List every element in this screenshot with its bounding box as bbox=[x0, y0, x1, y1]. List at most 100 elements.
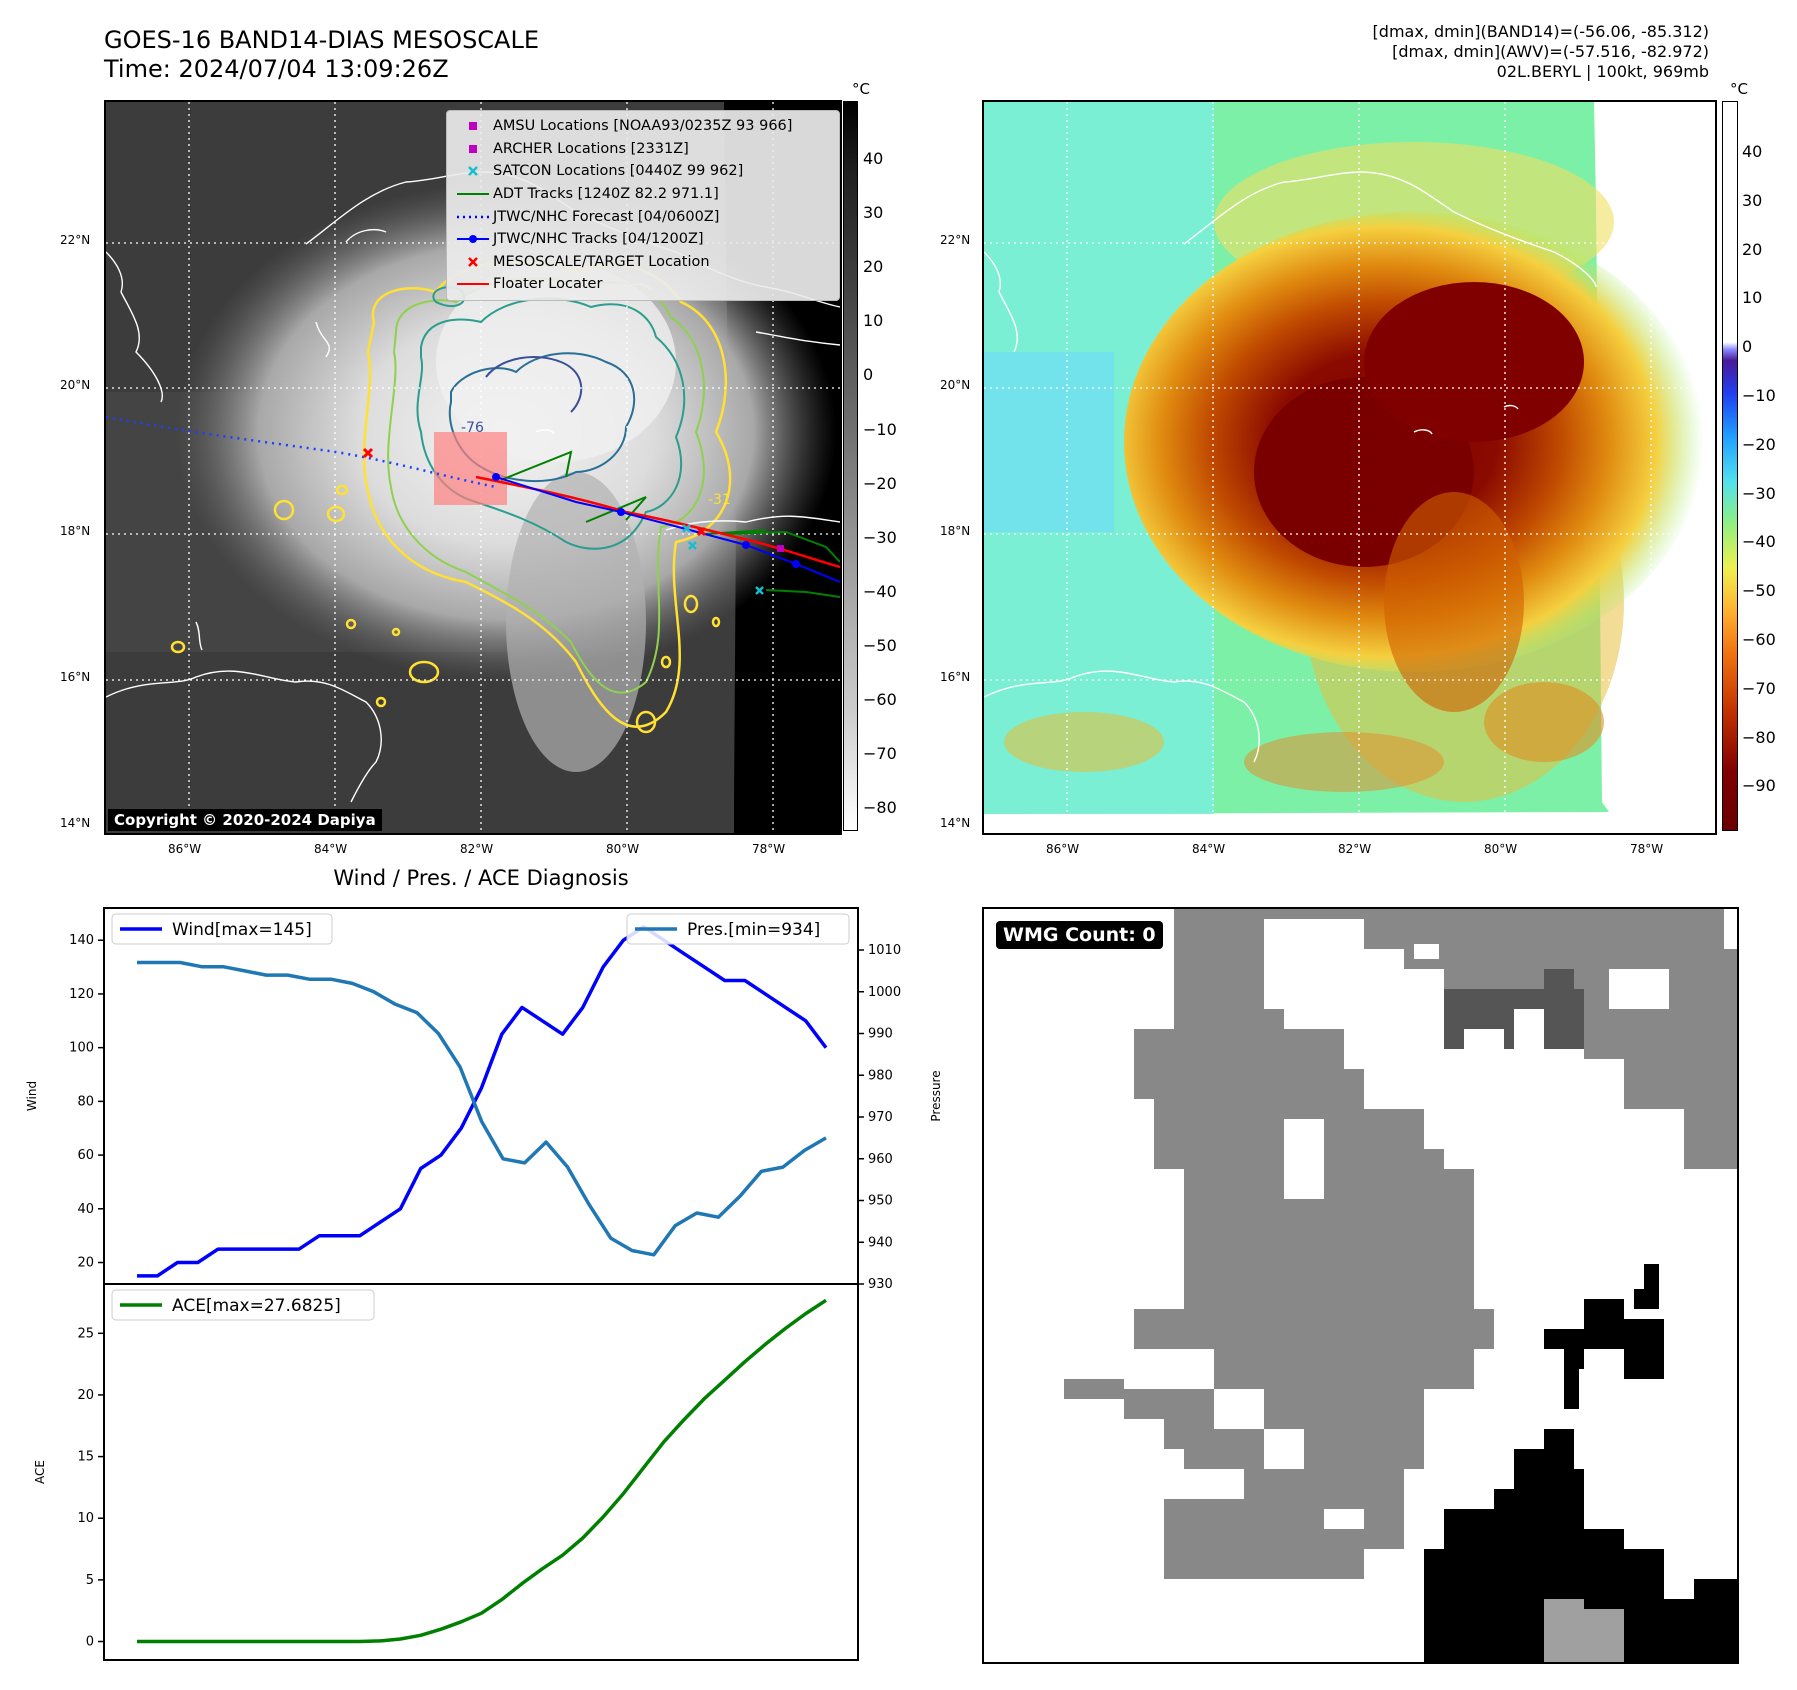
awv-lon-label-84: 84°W bbox=[1192, 842, 1226, 856]
legend-symbol bbox=[457, 235, 489, 244]
title-line-2: Time: 2024/07/04 13:09:26Z bbox=[104, 55, 449, 83]
ace-axis-label: ACE bbox=[33, 1460, 47, 1484]
legend-entry: ARCHER Locations [2331Z] bbox=[453, 138, 833, 161]
lon-label-78: 78°W bbox=[752, 842, 786, 856]
lat-label-20: 20°N bbox=[60, 378, 91, 392]
colorbar-tick: −70 bbox=[863, 744, 897, 764]
wind-pressure-frame bbox=[103, 907, 859, 1285]
colorbar-tick: 10 bbox=[1742, 288, 1763, 308]
pressure-ytick-label: 970 bbox=[868, 1110, 893, 1125]
pressure-ytick-label: 980 bbox=[868, 1068, 893, 1083]
pressure-ytick-label: 990 bbox=[868, 1027, 893, 1042]
ace-ytick-label: 0 bbox=[86, 1635, 94, 1650]
lat-label-22: 22°N bbox=[60, 233, 91, 247]
legend-symbol bbox=[457, 283, 489, 286]
legend-entry: ADT Tracks [1240Z 82.2 971.1] bbox=[453, 183, 833, 206]
legend-label: ARCHER Locations [2331Z] bbox=[493, 140, 689, 157]
wind-ytick-label: 80 bbox=[77, 1094, 94, 1109]
colorbar-right bbox=[1722, 101, 1738, 831]
wind-legend-box bbox=[111, 913, 333, 945]
wind-ytick-label: 20 bbox=[77, 1256, 94, 1271]
pressure-ytick-label: 960 bbox=[868, 1152, 893, 1167]
map-legend: AMSU Locations [NOAA93/0235Z 93 966] ARCH… bbox=[446, 110, 840, 301]
colorbar-tick: 10 bbox=[863, 311, 884, 331]
contour-label-2: -31 bbox=[708, 492, 731, 508]
legend-label: JTWC/NHC Forecast [04/0600Z] bbox=[493, 208, 720, 225]
awv-lat-label-22: 22°N bbox=[940, 233, 971, 247]
legend-label: AMSU Locations [NOAA93/0235Z 93 966] bbox=[493, 118, 793, 135]
ace-legend-label: ACE[max=27.6825] bbox=[172, 1296, 341, 1316]
diagnosis-title: Wind / Pres. / ACE Diagnosis bbox=[333, 866, 629, 890]
wind-ytick-label: 60 bbox=[77, 1148, 94, 1163]
band14-map-panel: -76 -31 AMSU Locations [NOAA93/0235Z 93 … bbox=[104, 100, 842, 835]
pressure-ytick-label: 1000 bbox=[868, 985, 901, 1000]
colorbar-tick: 30 bbox=[1742, 190, 1763, 210]
colorbar-right-unit: °C bbox=[1730, 80, 1748, 98]
colorbar-tick: −80 bbox=[1742, 727, 1776, 747]
legend-entry: SATCON Locations [0440Z 99 962] bbox=[453, 160, 833, 183]
ace-legend-box bbox=[111, 1289, 375, 1321]
legend-label: MESOSCALE/TARGET Location bbox=[493, 253, 710, 270]
lat-label-18: 18°N bbox=[60, 524, 91, 538]
legend-label: SATCON Locations [0440Z 99 962] bbox=[493, 163, 744, 180]
colorbar-tick: −30 bbox=[863, 527, 897, 547]
colorbar-tick: 0 bbox=[1742, 337, 1753, 357]
colorbar-tick: 20 bbox=[1742, 239, 1763, 259]
pressure-series-line bbox=[137, 960, 827, 1257]
title-line-1: GOES-16 BAND14-DIAS MESOSCALE bbox=[104, 26, 540, 54]
wmg-panel: WMG Count: 0 bbox=[982, 907, 1739, 1664]
lon-label-86: 86°W bbox=[168, 842, 202, 856]
info-line-3: 02L.BERYL | 100kt, 969mb bbox=[1496, 62, 1709, 81]
wind-ytick-label: 40 bbox=[77, 1202, 94, 1217]
wind-axis-label: Wind bbox=[25, 1081, 39, 1111]
colorbar-tick: 40 bbox=[863, 149, 884, 168]
legend-entry: JTWC/NHC Forecast [04/0600Z] bbox=[453, 205, 833, 228]
awv-lon-label-82: 82°W bbox=[1338, 842, 1372, 856]
wmg-grid bbox=[984, 909, 1737, 1662]
wind-ytick-label: 100 bbox=[69, 1041, 94, 1056]
wind-ytick-label: 120 bbox=[69, 987, 94, 1002]
awv-lat-label-16: 16°N bbox=[940, 670, 971, 684]
figure-title: GOES-16 BAND14-DIAS MESOSCALE Time: 2024… bbox=[104, 26, 539, 84]
ace-ytick-label: 20 bbox=[77, 1388, 94, 1403]
info-line-1: [dmax, dmin](BAND14)=(-56.06, -85.312) bbox=[1372, 22, 1709, 41]
lon-label-82: 82°W bbox=[460, 842, 494, 856]
ace-ytick-label: 5 bbox=[86, 1573, 94, 1588]
contour-label-1: -76 bbox=[461, 420, 484, 436]
colorbar-tick: 20 bbox=[863, 257, 884, 277]
legend-symbol bbox=[468, 256, 478, 267]
colorbar-tick: 0 bbox=[863, 365, 874, 385]
wind-ytick-label: 140 bbox=[69, 933, 94, 948]
ace-frame bbox=[103, 1283, 859, 1661]
wind-series-line bbox=[137, 925, 828, 1278]
pressure-legend-label: Pres.[min=934] bbox=[687, 920, 820, 940]
colorbar-tick: −10 bbox=[863, 419, 897, 439]
colorbar-tick: −20 bbox=[1742, 434, 1776, 454]
pressure-ytick-label: 950 bbox=[868, 1194, 893, 1209]
colorbar-tick: −80 bbox=[863, 798, 897, 818]
legend-label: Floater Locater bbox=[493, 276, 603, 293]
colorbar-left-unit: °C bbox=[852, 80, 870, 98]
awv-lon-label-86: 86°W bbox=[1046, 842, 1080, 856]
awv-lat-label-14: 14°N bbox=[940, 816, 971, 830]
lat-label-14: 14°N bbox=[60, 816, 91, 830]
pressure-ytick-label: 1010 bbox=[868, 943, 901, 958]
colorbar-tick: 30 bbox=[863, 203, 884, 223]
pressure-legend-box bbox=[626, 913, 850, 945]
awv-lat-label-20: 20°N bbox=[940, 378, 971, 392]
lon-label-84: 84°W bbox=[314, 842, 348, 856]
colorbar-tick: −50 bbox=[863, 635, 897, 655]
pressure-ytick-label: 930 bbox=[868, 1277, 893, 1292]
colorbar-tick: −30 bbox=[1742, 483, 1776, 503]
lat-label-16: 16°N bbox=[60, 670, 91, 684]
diagnosis-charts: 2040608010012014093094095096097098099010… bbox=[25, 907, 943, 1661]
copyright-label: Copyright © 2020-2024 Dapiya bbox=[108, 809, 382, 831]
pressure-axis-label: Pressure bbox=[929, 1070, 943, 1121]
storm-info: [dmax, dmin](BAND14)=(-56.06, -85.312) [… bbox=[1373, 22, 1709, 82]
awv-lon-label-80: 80°W bbox=[1484, 842, 1518, 856]
wind-legend-label: Wind[max=145] bbox=[172, 920, 312, 940]
awv-lat-label-18: 18°N bbox=[940, 524, 971, 538]
legend-label: JTWC/NHC Tracks [04/1200Z] bbox=[493, 231, 704, 248]
colorbar-tick: 40 bbox=[1742, 142, 1763, 161]
legend-symbol bbox=[469, 122, 477, 131]
